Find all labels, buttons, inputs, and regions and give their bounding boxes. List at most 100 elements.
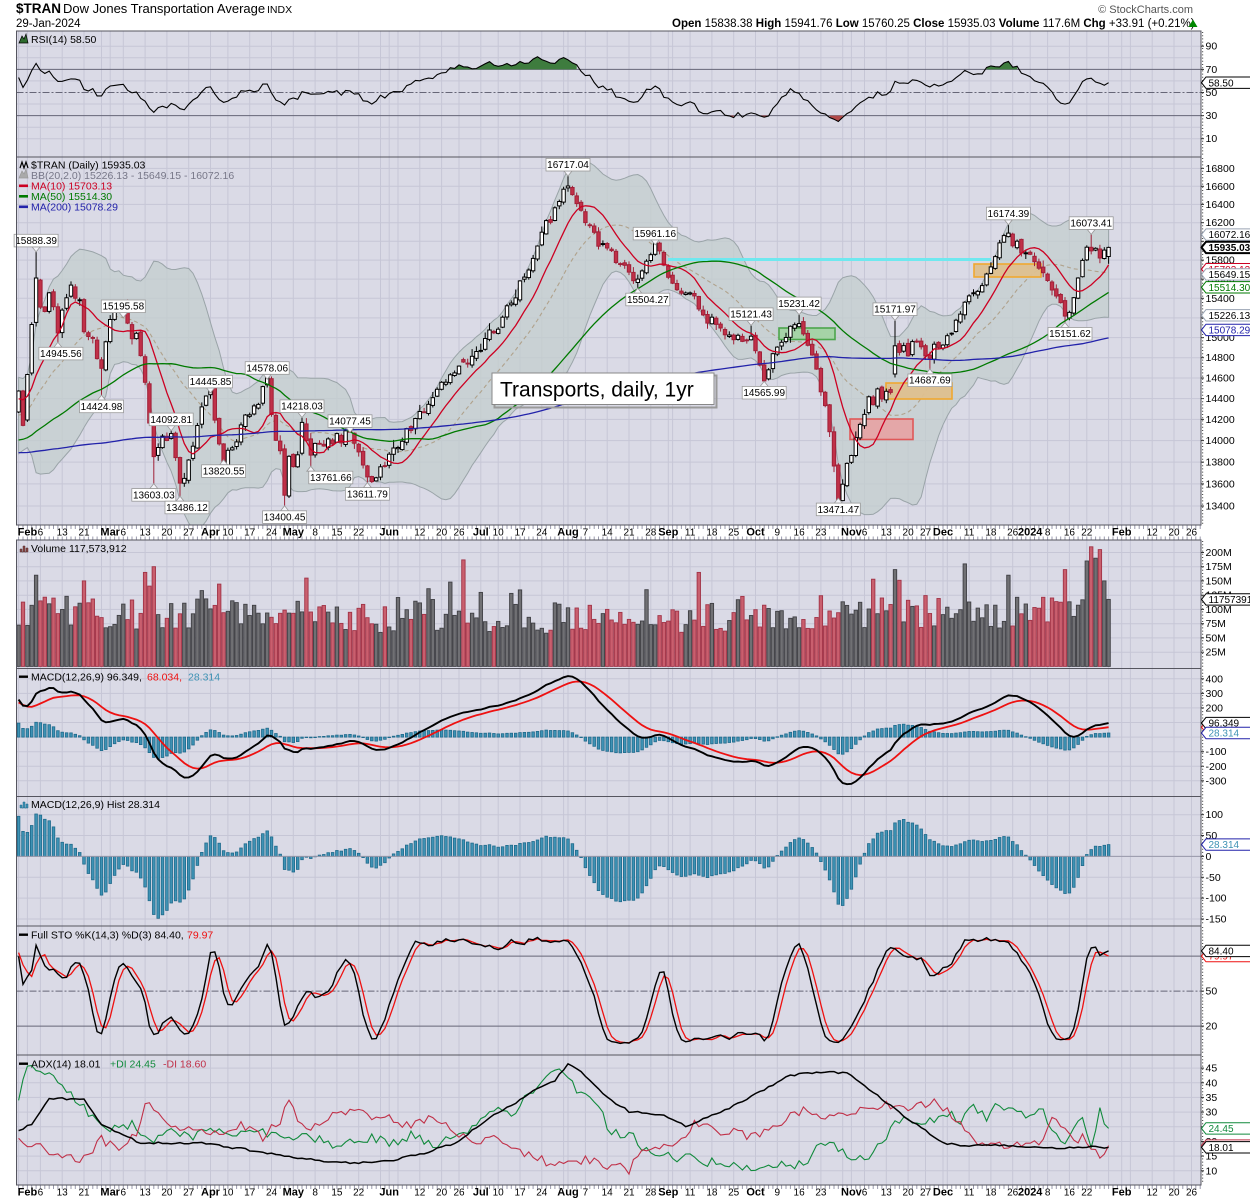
svg-text:30: 30 <box>1206 1107 1218 1119</box>
svg-text:13: 13 <box>881 528 893 539</box>
svg-text:14565.99: 14565.99 <box>743 388 785 399</box>
svg-text:13: 13 <box>881 1188 893 1199</box>
svg-text:14600: 14600 <box>1206 373 1235 385</box>
svg-text:15231.42: 15231.42 <box>778 299 820 310</box>
svg-text:Mar: Mar <box>100 1187 120 1199</box>
svg-text:15935.03: 15935.03 <box>1209 243 1250 254</box>
svg-text:16400: 16400 <box>1206 199 1235 211</box>
svg-text:14077.45: 14077.45 <box>329 417 371 428</box>
svg-text:12: 12 <box>1147 1188 1159 1199</box>
svg-text:13600: 13600 <box>1206 478 1235 490</box>
svg-text:15078.29: 15078.29 <box>1209 326 1250 337</box>
svg-text:18.01: 18.01 <box>1209 1143 1234 1154</box>
svg-text:© StockCharts.com: © StockCharts.com <box>1098 4 1193 16</box>
svg-text:-DI 18.60: -DI 18.60 <box>163 1059 206 1071</box>
svg-text:14445.85: 14445.85 <box>190 377 232 388</box>
svg-text:15151.62: 15151.62 <box>1049 329 1091 340</box>
svg-text:-100: -100 <box>1206 746 1227 758</box>
svg-text:50: 50 <box>1206 87 1218 99</box>
svg-text:18: 18 <box>985 528 997 539</box>
svg-text:26: 26 <box>1007 1188 1019 1199</box>
svg-text:28.314: 28.314 <box>1209 729 1240 740</box>
svg-text:27: 27 <box>183 528 195 539</box>
svg-text:21: 21 <box>78 528 90 539</box>
svg-text:MA(200) 15078.29: MA(200) 15078.29 <box>31 202 118 214</box>
svg-text:MA(50) 15514.30: MA(50) 15514.30 <box>31 191 112 203</box>
svg-text:11: 11 <box>685 528 696 539</box>
svg-text:84.40: 84.40 <box>1209 947 1234 958</box>
svg-text:14218.03: 14218.03 <box>281 402 323 413</box>
svg-text:Feb: Feb <box>18 1187 38 1199</box>
svg-text:BB(20,2.0) 15226.13 - 15649.15: BB(20,2.0) 15226.13 - 15649.15 - 16072.1… <box>31 170 234 182</box>
svg-text:10: 10 <box>222 1188 234 1199</box>
svg-text:13486.12: 13486.12 <box>166 503 208 514</box>
svg-text:18: 18 <box>706 528 718 539</box>
svg-text:200: 200 <box>1206 702 1224 714</box>
svg-text:15226.13: 15226.13 <box>1209 311 1250 322</box>
svg-text:8: 8 <box>1045 528 1051 539</box>
svg-text:Dow Jones Transportation Avera: Dow Jones Transportation Average <box>63 1 265 16</box>
svg-text:Nov: Nov <box>841 1187 863 1199</box>
svg-text:21: 21 <box>623 1188 635 1199</box>
svg-text:17: 17 <box>244 528 256 539</box>
svg-text:MA(10) 15703.13: MA(10) 15703.13 <box>31 181 112 193</box>
svg-text:Volume 117,573,912: Volume 117,573,912 <box>31 543 127 555</box>
svg-text:13: 13 <box>140 1188 152 1199</box>
svg-text:68.034,: 68.034, <box>147 672 182 684</box>
svg-text:13611.79: 13611.79 <box>347 489 388 500</box>
svg-text:20: 20 <box>1168 1188 1180 1199</box>
svg-text:28: 28 <box>645 1188 657 1199</box>
svg-text:9: 9 <box>775 528 781 539</box>
svg-text:Open 15838.38 High 15941.76 Lo: Open 15838.38 High 15941.76 Low 15760.25… <box>672 18 1195 30</box>
svg-text:Aug: Aug <box>557 1187 578 1199</box>
svg-text:14000: 14000 <box>1206 435 1235 447</box>
svg-text:79.97: 79.97 <box>187 930 213 942</box>
svg-text:21: 21 <box>623 528 635 539</box>
svg-text:16200: 16200 <box>1206 217 1235 229</box>
svg-text:35: 35 <box>1206 1092 1218 1104</box>
svg-text:15400: 15400 <box>1206 293 1235 305</box>
svg-text:14200: 14200 <box>1206 414 1235 426</box>
svg-text:10: 10 <box>1206 133 1218 145</box>
svg-text:6: 6 <box>121 528 127 539</box>
svg-text:7: 7 <box>583 1188 589 1199</box>
svg-text:26: 26 <box>1186 1188 1198 1199</box>
svg-text:22: 22 <box>1081 528 1093 539</box>
svg-text:400: 400 <box>1206 673 1224 685</box>
svg-text:13400.45: 13400.45 <box>264 513 306 524</box>
svg-text:25M: 25M <box>1206 647 1226 659</box>
svg-text:23: 23 <box>815 528 827 539</box>
svg-text:16600: 16600 <box>1206 181 1235 193</box>
svg-text:24: 24 <box>266 1188 278 1199</box>
svg-text:16: 16 <box>794 1188 806 1199</box>
svg-text:11: 11 <box>685 1188 696 1199</box>
svg-text:15961.16: 15961.16 <box>634 229 676 240</box>
svg-text:17: 17 <box>244 1188 256 1199</box>
svg-text:16: 16 <box>1064 528 1076 539</box>
svg-text:13: 13 <box>57 528 69 539</box>
svg-text:25: 25 <box>728 1188 740 1199</box>
svg-text:300: 300 <box>1206 688 1224 700</box>
svg-text:+DI 24.45: +DI 24.45 <box>110 1059 156 1071</box>
svg-text:90: 90 <box>1206 41 1218 53</box>
svg-text:15: 15 <box>331 1188 343 1199</box>
svg-text:13: 13 <box>57 1188 69 1199</box>
svg-text:8: 8 <box>312 528 318 539</box>
svg-text:26: 26 <box>453 528 465 539</box>
svg-text:Oct: Oct <box>746 527 765 539</box>
svg-text:16717.04: 16717.04 <box>547 160 589 171</box>
svg-text:20: 20 <box>161 528 173 539</box>
svg-text:20: 20 <box>903 1188 915 1199</box>
svg-text:26: 26 <box>1007 528 1019 539</box>
svg-text:MACD(12,26,9) 96.349,: MACD(12,26,9) 96.349, <box>31 672 142 684</box>
svg-text:16: 16 <box>1064 1188 1076 1199</box>
svg-text:Feb: Feb <box>18 527 38 539</box>
svg-text:Dec: Dec <box>933 527 953 539</box>
svg-text:12: 12 <box>414 1188 426 1199</box>
svg-text:75M: 75M <box>1206 618 1226 630</box>
svg-text:14578.06: 14578.06 <box>246 363 288 374</box>
svg-text:$TRAN: $TRAN <box>16 1 61 16</box>
svg-text:11: 11 <box>964 1188 975 1199</box>
svg-text:20: 20 <box>1206 1021 1218 1033</box>
svg-text:10: 10 <box>493 528 505 539</box>
